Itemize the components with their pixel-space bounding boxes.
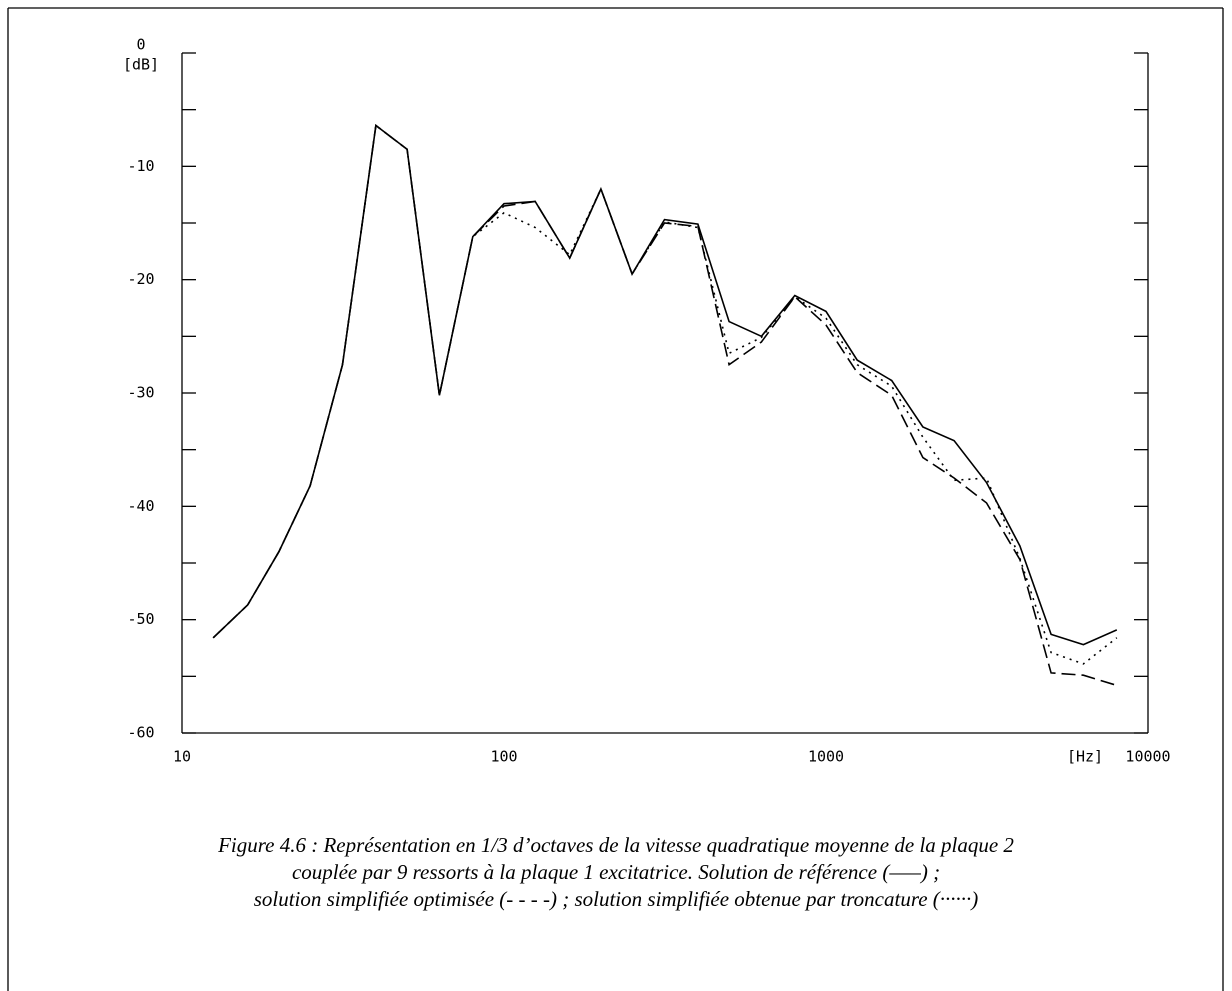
x-tick-label: 10000 bbox=[1125, 748, 1170, 766]
y-tick-label: -60 bbox=[127, 724, 154, 742]
series-line bbox=[212, 124, 1118, 665]
x-tick-label: 100 bbox=[490, 748, 517, 766]
x-label: [Hz] bbox=[1067, 748, 1103, 766]
x-tick-label: 10 bbox=[173, 748, 191, 766]
caption-label: Figure 4.6 bbox=[217, 833, 306, 857]
series-line bbox=[212, 124, 1118, 687]
caption-text: : Représentation en 1/3 d’octaves de la … bbox=[306, 833, 1014, 857]
y-label: [dB] bbox=[123, 56, 159, 74]
y-tick-label: -40 bbox=[127, 497, 154, 515]
x-tick-label: 1000 bbox=[808, 748, 844, 766]
series-line bbox=[212, 124, 1118, 646]
y-tick-label: -50 bbox=[127, 610, 154, 628]
y-tick-label: 0 bbox=[136, 36, 145, 54]
y-tick-label: -10 bbox=[127, 157, 154, 175]
caption: Figure 4.6 : Représentation en 1/3 d’oct… bbox=[217, 833, 1014, 857]
caption: solution simplifiée optimisée (- - - -) … bbox=[254, 887, 979, 911]
y-tick-label: -30 bbox=[127, 384, 154, 402]
y-tick-label: -20 bbox=[127, 270, 154, 288]
caption: couplée par 9 ressorts à la plaque 1 exc… bbox=[292, 860, 940, 884]
